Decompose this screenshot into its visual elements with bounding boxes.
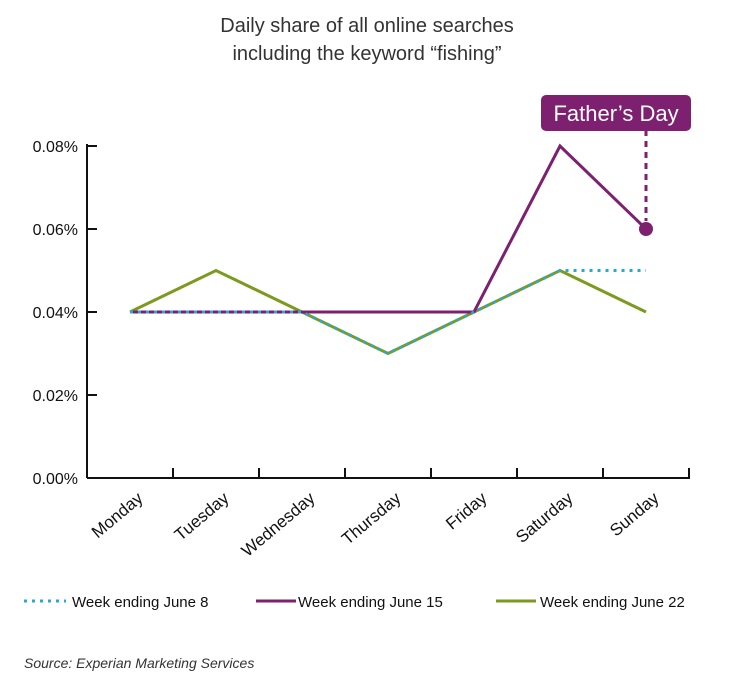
annotation-box: [541, 95, 691, 131]
annotation-label: Father’s Day: [553, 101, 678, 126]
x-tick-label: Friday: [442, 488, 491, 533]
y-tick-label: 0.04%: [33, 305, 78, 322]
series-lines: [129, 143, 648, 356]
legend-label: Week ending June 22: [540, 594, 685, 611]
chart-title: Daily share of all online searches inclu…: [0, 12, 734, 68]
annotation: Father’s Day: [541, 95, 691, 236]
legend-label: Week ending June 8: [72, 594, 209, 611]
x-tick-label: Thursday: [338, 488, 405, 548]
annotation-marker: [639, 222, 653, 236]
x-tick-label: Saturday: [512, 488, 577, 547]
legend: Week ending June 8 Week ending June 15 Wee…: [24, 594, 685, 611]
x-tick-label: Sunday: [606, 488, 663, 540]
chart-title-line-1: Daily share of all online searches: [220, 15, 514, 37]
x-tick-label: Tuesday: [171, 488, 233, 544]
source-note: Source: Experian Marketing Services: [24, 655, 255, 671]
legend-label: Week ending June 15: [298, 594, 443, 611]
chart-title-line-2: including the keyword “fishing”: [232, 43, 502, 65]
chart-axes: 0.00% 0.02% 0.04% 0.06% 0.08% Monday Tuesday We…: [33, 139, 690, 561]
y-tick-label: 0.02%: [33, 388, 78, 405]
y-tick-label: 0.06%: [33, 222, 78, 239]
x-tick-label: Monday: [88, 488, 147, 542]
series-line-week-ending-june-15: [130, 143, 648, 314]
x-tick-label: Wednesday: [238, 488, 319, 560]
y-tick-label: 0.08%: [33, 139, 78, 156]
series-line-week-ending-june-8: [130, 269, 646, 356]
y-tick-label: 0.00%: [33, 471, 78, 488]
